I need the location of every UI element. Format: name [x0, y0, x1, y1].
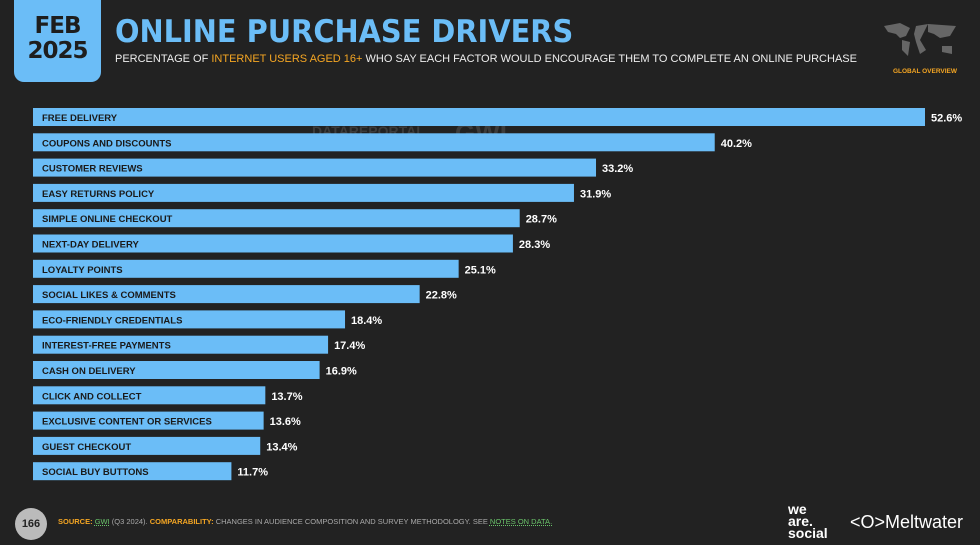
meltwater-logo: <O>Meltwater	[850, 512, 964, 532]
category-label: INTEREST-FREE PAYMENTS	[42, 341, 171, 352]
bar	[33, 234, 513, 253]
source-label: SOURCE:	[58, 517, 93, 526]
comparability-label: COMPARABILITY:	[149, 517, 214, 526]
value-label: 25.1%	[465, 264, 496, 276]
source-text: (Q3 2024).	[109, 517, 150, 526]
value-label: 17.4%	[334, 340, 365, 352]
category-label: GUEST CHECKOUT	[42, 442, 131, 453]
bar	[33, 436, 261, 455]
source-link[interactable]: GWI	[94, 517, 110, 526]
value-label: 33.2%	[602, 163, 633, 175]
value-label: 31.9%	[580, 188, 611, 200]
bar	[33, 462, 232, 481]
bar	[33, 209, 520, 228]
category-label: EXCLUSIVE CONTENT OR SERVICES	[42, 417, 212, 428]
bar	[33, 285, 420, 304]
date-year: 2025	[27, 38, 88, 64]
bar	[33, 133, 715, 152]
value-label: 11.7%	[237, 467, 268, 479]
subtitle: PERCENTAGE OF INTERNET USERS AGED 16+ WH…	[115, 53, 857, 65]
value-label: 13.7%	[271, 391, 302, 403]
value-label: 28.3%	[519, 239, 550, 251]
region-label: GLOBAL OVERVIEW	[892, 68, 958, 75]
bar	[33, 361, 320, 379]
comparability-text: CHANGES IN AUDIENCE COMPOSITION AND SURV…	[213, 517, 490, 526]
value-label: 16.9%	[326, 366, 357, 378]
category-label: CUSTOMER REVIEWS	[42, 164, 143, 175]
category-label: SIMPLE ONLINE CHECKOUT	[42, 214, 173, 225]
bar	[33, 386, 266, 405]
category-label: CLICK AND COLLECT	[42, 391, 142, 402]
value-label: 40.2%	[721, 138, 752, 150]
page-number: 166	[15, 508, 47, 540]
subtitle-text-2: WHO SAY EACH FACTOR WOULD ENCOURAGE THEM…	[362, 53, 857, 65]
bar	[33, 108, 925, 126]
value-label: 13.6%	[270, 416, 301, 428]
date-badge: FEB 2025	[14, 0, 101, 82]
page-title: ONLINE PURCHASE DRIVERS	[115, 14, 574, 50]
category-label: ECO-FRIENDLY CREDENTIALS	[42, 315, 182, 326]
bar	[33, 335, 329, 354]
value-label: 28.7%	[526, 214, 557, 226]
category-label: SOCIAL BUY BUTTONS	[42, 467, 149, 478]
category-label: CASH ON DELIVERY	[42, 366, 136, 377]
world-map-icon	[884, 23, 956, 56]
value-label: 13.4%	[266, 441, 297, 453]
bar	[33, 183, 574, 202]
date-month: FEB	[34, 13, 82, 39]
source-note: SOURCE: GWI (Q3 2024). COMPARABILITY: CH…	[58, 517, 552, 526]
category-label: COUPONS AND DISCOUNTS	[42, 138, 172, 149]
bar	[33, 158, 597, 177]
bar	[33, 411, 264, 430]
value-label: 18.4%	[351, 315, 382, 327]
we-are-social-logo: we are. social	[788, 501, 828, 541]
bar	[33, 310, 346, 329]
subtitle-text: PERCENTAGE OF	[115, 53, 212, 65]
category-label: FREE DELIVERY	[42, 113, 118, 124]
subtitle-highlight: INTERNET USERS AGED 16+	[211, 53, 363, 65]
category-label: SOCIAL LIKES & COMMENTS	[42, 290, 176, 301]
category-label: LOYALTY POINTS	[42, 265, 123, 276]
bar	[33, 259, 459, 278]
value-label: 22.8%	[426, 290, 457, 302]
notes-link[interactable]: NOTES ON DATA.	[489, 517, 553, 526]
category-label: EASY RETURNS POLICY	[42, 189, 155, 200]
value-label: 52.6%	[931, 113, 962, 125]
category-label: NEXT-DAY DELIVERY	[42, 240, 139, 251]
